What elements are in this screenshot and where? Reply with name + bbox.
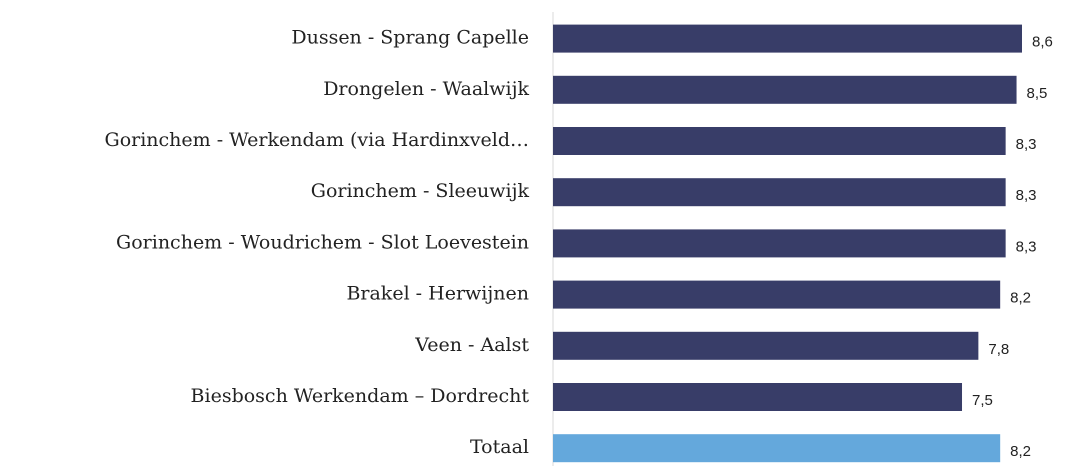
category-label: Brakel - Herwijnen [346,283,529,305]
category-label: Totaal [470,436,529,458]
bar [553,383,963,411]
category-label: Drongelen - Waalwijk [323,78,529,100]
category-label: Gorinchem - Werkendam (via Hardinxveld… [105,129,529,151]
category-label: Biesbosch Werkendam – Dordrecht [191,385,530,407]
bar [553,280,1001,309]
bar [553,434,1001,463]
category-label: Veen - Aalst [414,334,529,356]
value-label: 8,2 [1010,290,1031,307]
category-label: Gorinchem - Woudrichem - Slot Loevestein [116,231,529,253]
value-label: 8,3 [1016,187,1037,204]
value-label: 8,3 [1016,136,1037,153]
value-label: 8,6 [1032,34,1053,51]
bar [553,331,979,360]
value-label: 8,5 [1027,85,1048,102]
bar [553,127,1006,155]
value-label: 8,3 [1016,238,1037,255]
bar [553,75,1017,104]
value-label: 8,2 [1010,443,1031,460]
bar [553,178,1006,207]
bar [553,24,1022,53]
category-label: Dussen - Sprang Capelle [291,27,529,49]
value-label: 7,8 [988,341,1009,358]
value-label: 7,5 [972,392,993,409]
category-label: Gorinchem - Sleeuwijk [311,180,530,202]
bar [553,229,1006,258]
